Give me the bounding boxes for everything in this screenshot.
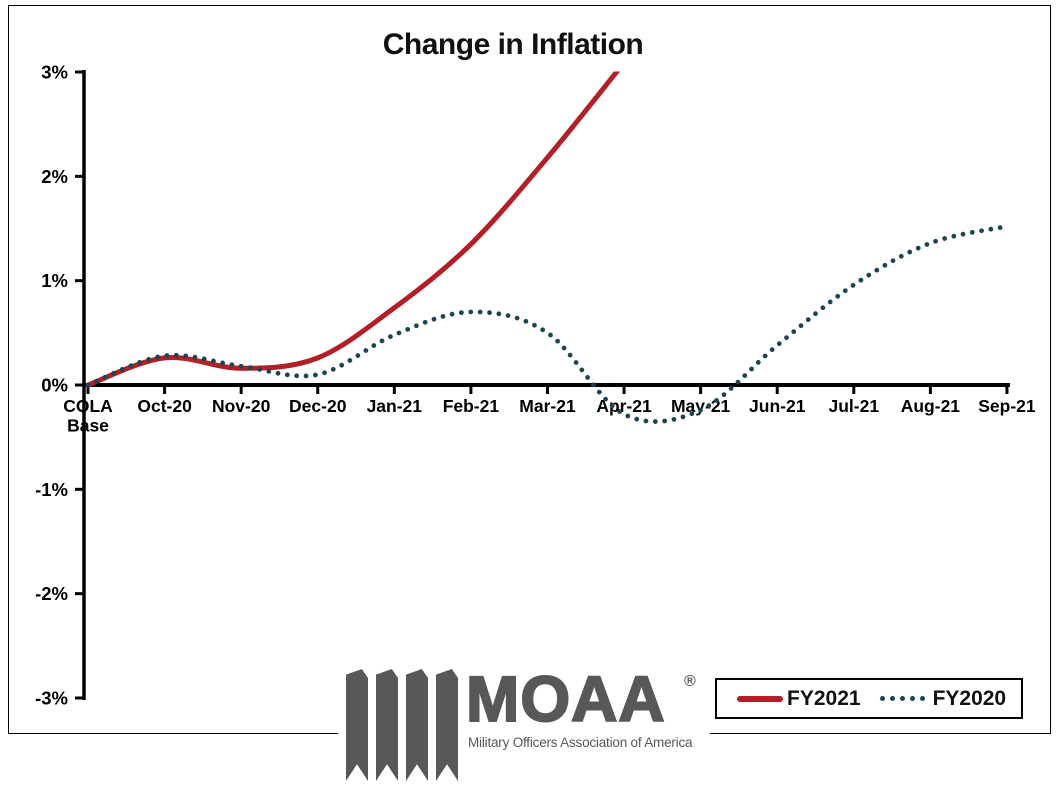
x-tick-label: Sep-21 [978, 396, 1036, 416]
moaa-logo-ribbon-icon [436, 669, 458, 781]
x-tick-label: Aug-21 [901, 396, 961, 416]
y-tick-label: 2% [41, 166, 68, 187]
moaa-logo: MOAA ® Military Officers Association of … [338, 661, 710, 789]
moaa-logo-ribbon-icon [376, 669, 398, 781]
legend-label-fy2021: FY2021 [787, 686, 861, 710]
y-tick-label: 1% [41, 270, 68, 291]
x-tick-label: May-21 [671, 396, 731, 416]
registered-trademark-icon: ® [684, 673, 696, 690]
x-tick-label: Jan-21 [367, 396, 423, 416]
y-tick-label: 3% [41, 62, 68, 83]
x-tick-label: Oct-20 [137, 396, 192, 416]
x-tick-label: Apr-21 [596, 396, 652, 416]
legend-label-fy2020: FY2020 [932, 686, 1007, 710]
x-tick-label: Feb-21 [443, 396, 500, 416]
y-tick-label: -1% [35, 479, 68, 500]
series-line-fy2020 [85, 224, 1010, 425]
y-tick-label: -2% [35, 583, 68, 604]
x-tick-label: Nov-20 [212, 396, 271, 416]
y-tick-label: 0% [41, 375, 68, 396]
chart-title: Change in Inflation [382, 28, 644, 61]
legend-solid-line-swatch [737, 695, 783, 702]
x-tick-label: Jul-21 [829, 396, 880, 416]
legend-dotted-line-swatch [879, 696, 930, 701]
moaa-logo-ribbon-icon [406, 669, 428, 781]
x-tick-label: COLA Base [63, 396, 113, 436]
chart-frame-border [8, 5, 1051, 734]
series-line-fy2021 [85, 71, 621, 388]
x-tick-label: Mar-21 [519, 396, 576, 416]
y-tick-label: -3% [35, 687, 68, 708]
moaa-tagline: Military Officers Association of America [468, 735, 693, 750]
moaa-wordmark: MOAA [465, 663, 666, 735]
moaa-logo-ribbon-icon [346, 669, 368, 781]
x-tick-label: Jun-21 [749, 396, 806, 416]
legend: FY2021 FY2020 [715, 678, 1023, 719]
x-tick-label: Dec-20 [289, 396, 347, 416]
